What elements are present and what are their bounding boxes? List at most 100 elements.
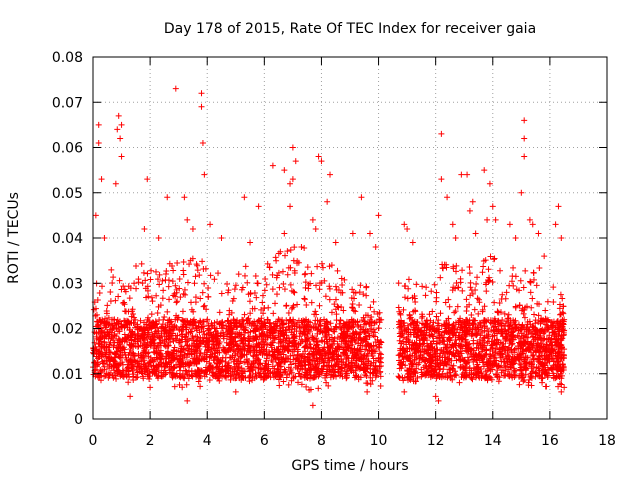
data-point [344,343,351,350]
data-point [135,276,142,283]
data-point [295,370,302,377]
data-point [318,352,325,359]
data-point [328,334,335,341]
data-point [98,176,105,183]
data-point [301,331,308,338]
data-point [189,255,196,262]
data-point [183,338,190,345]
data-point [244,279,251,286]
data-point [159,295,166,302]
data-point [269,328,276,335]
data-point [248,361,255,368]
y-tick-label: 0.08 [52,50,83,66]
data-point [141,225,148,232]
data-point [404,225,411,232]
data-point [165,283,172,290]
data-point [177,360,184,367]
data-point [325,327,332,334]
data-point [263,348,270,355]
data-point [110,274,117,281]
data-point [306,367,313,374]
data-point [261,320,268,327]
data-point [492,216,499,223]
data-point [223,339,230,346]
data-point [291,337,298,344]
data-point [340,359,347,366]
data-point [294,301,301,308]
data-point [481,167,488,174]
data-point [440,337,447,344]
data-point [304,344,311,351]
data-point [153,350,160,357]
data-point [337,353,344,360]
data-point [155,367,162,374]
data-point [119,367,126,374]
data-point [303,383,310,390]
data-point [148,362,155,369]
data-point [331,301,338,308]
data-point [151,339,158,346]
data-point [167,319,174,326]
data-point [485,266,492,273]
data-point [291,289,298,296]
data-point [162,270,169,277]
data-point [224,281,231,288]
data-point [467,292,474,299]
data-point [319,260,326,267]
data-point [468,287,475,294]
data-point [114,361,121,368]
data-point [529,221,536,228]
data-point [204,341,211,348]
data-point [106,372,113,379]
data-point [193,373,200,380]
data-point [147,384,154,391]
data-point [176,285,183,292]
data-point [459,287,466,294]
data-point [134,369,141,376]
data-point [160,287,167,294]
data-point [404,295,411,302]
data-point [118,121,125,128]
data-point [130,310,137,317]
x-tick-label: 8 [317,433,326,449]
data-point [133,374,140,381]
data-point [213,325,220,332]
data-point [176,276,183,283]
data-point [241,194,248,201]
data-point [140,375,147,382]
data-point [282,252,289,259]
data-point [215,270,222,277]
data-point [319,366,326,373]
data-point [227,373,234,380]
x-tick-label: 12 [427,433,445,449]
data-point [178,345,185,352]
data-point [186,261,193,268]
data-point [197,295,204,302]
data-point [224,328,231,335]
data-point [98,341,105,348]
data-point [375,212,382,219]
data-point [247,349,254,356]
data-point [326,283,333,290]
data-point [181,351,188,358]
y-tick-label: 0.01 [52,367,83,383]
data-point [304,330,311,337]
data-point [192,273,199,280]
data-point [269,271,276,278]
data-point [182,317,189,324]
data-point [126,327,133,334]
data-point [92,212,99,219]
data-point [177,367,184,374]
data-point [247,364,254,371]
data-point [125,318,132,325]
data-point [173,299,180,306]
data-point [147,342,154,349]
data-point [276,382,283,389]
data-point [94,355,101,362]
data-point [289,144,296,151]
data-point [249,374,256,381]
data-point [304,264,311,271]
data-point [506,221,513,228]
data-point [343,374,350,381]
data-point [204,316,211,323]
